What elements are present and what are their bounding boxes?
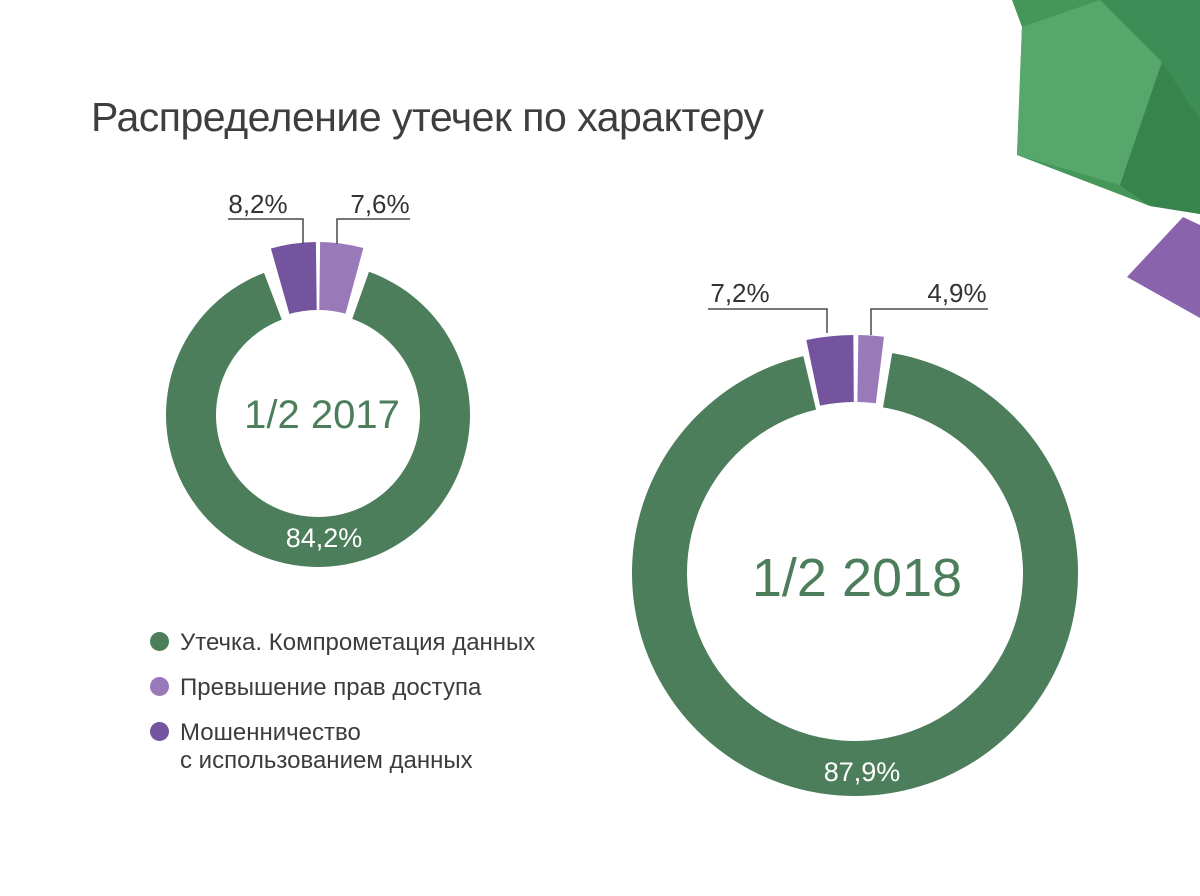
legend-item-fraud: Мошенничество с использованием данных bbox=[150, 719, 535, 775]
donut-2018-fraud-segment bbox=[806, 335, 854, 406]
legend-label-leak: Утечка. Компрометация данных bbox=[180, 629, 536, 656]
donut-2018-chart bbox=[632, 335, 1079, 796]
legend-dot-leak-icon bbox=[150, 632, 169, 651]
legend-label-privilege: Превышение прав доступа bbox=[180, 674, 482, 701]
callout-line-2017-privilege bbox=[336, 218, 410, 244]
donut-2017-leak-segment bbox=[165, 271, 470, 568]
page-title: Распределение утечек по характеру bbox=[91, 94, 764, 140]
donut-2017-privilege-segment bbox=[319, 242, 364, 314]
chart-legend: Утечка. Компрометация данных Превышение … bbox=[150, 629, 535, 792]
label-2017-privilege-value: 7,6% bbox=[350, 189, 409, 219]
callout-line-2017-fraud bbox=[228, 218, 304, 244]
donut-2017-center-label: 1/2 2017 bbox=[244, 393, 400, 437]
donut-2018-privilege-segment bbox=[857, 335, 884, 404]
legend-dot-fraud-icon bbox=[150, 722, 169, 741]
legend-item-privilege: Превышение прав доступа bbox=[150, 674, 535, 702]
decoration-purple-polygon bbox=[1127, 217, 1200, 318]
decoration-green-polygroup bbox=[1012, 0, 1200, 214]
callout-line-2018-fraud bbox=[708, 308, 828, 333]
label-2018-leak-value: 87,9% bbox=[824, 757, 901, 787]
donut-2017-chart bbox=[165, 242, 470, 568]
legend-dot-privilege-icon bbox=[150, 677, 169, 696]
decoration-green-dark-polygon bbox=[1120, 62, 1200, 214]
legend-label-fraud-line1: Мошенничество bbox=[180, 719, 361, 746]
legend-label-fraud-line2: с использованием данных bbox=[180, 747, 473, 774]
legend-item-leak: Утечка. Компрометация данных bbox=[150, 629, 535, 657]
donut-2017-fraud-segment bbox=[270, 242, 317, 314]
label-2017-fraud-value: 8,2% bbox=[228, 189, 287, 219]
decoration-green-mid-polygon bbox=[1100, 0, 1200, 120]
label-2018-fraud-value: 7,2% bbox=[710, 278, 769, 308]
legend-label-fraud: Мошенничество с использованием данных bbox=[180, 719, 473, 775]
label-2018-privilege-value: 4,9% bbox=[927, 278, 986, 308]
decoration-green-light-polygon bbox=[1017, 0, 1162, 185]
label-2017-leak-value: 84,2% bbox=[286, 523, 363, 553]
callout-line-2018-privilege bbox=[870, 308, 988, 335]
donut-2018-center-label: 1/2 2018 bbox=[752, 548, 962, 608]
